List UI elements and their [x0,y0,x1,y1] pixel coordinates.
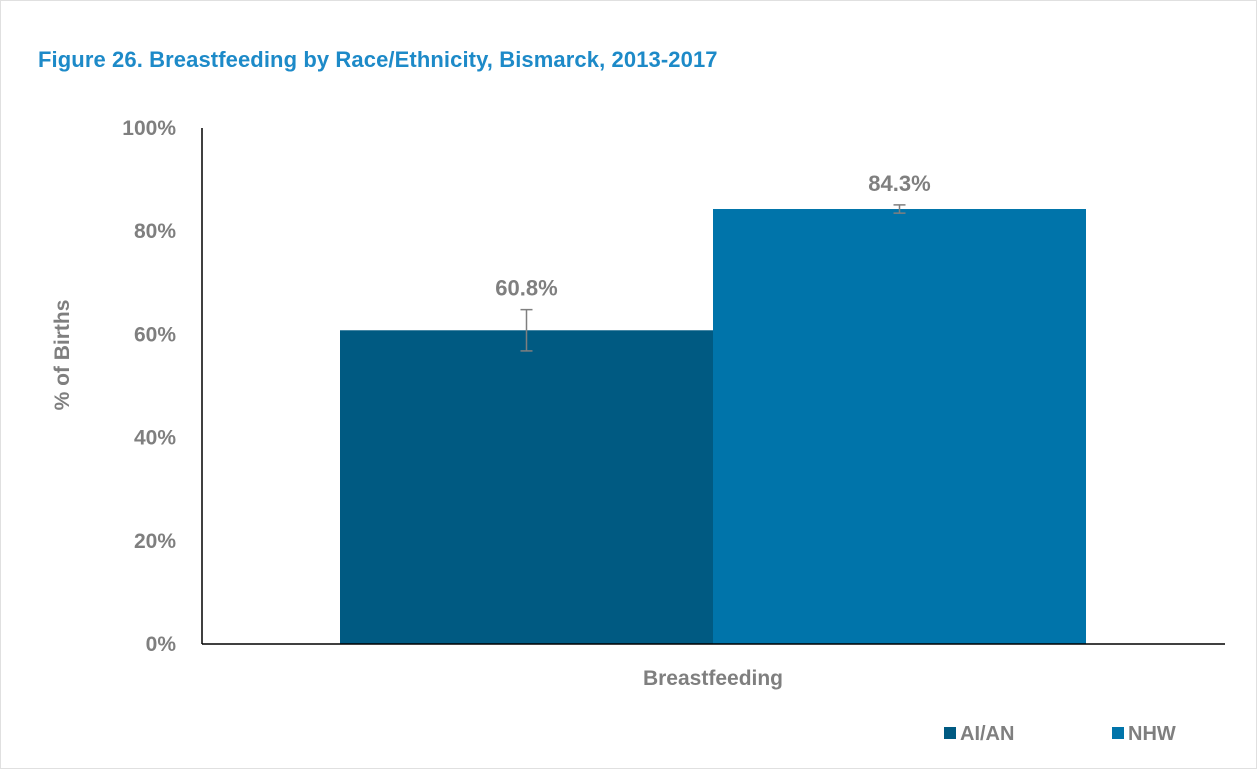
y-axis-ticks: 0% 20% 40% 60% 80% 100% [122,117,176,656]
legend-label: AI/AN [960,723,1014,745]
legend-swatch [944,727,956,739]
category-label: Breastfeeding [643,667,783,690]
legend-label: NHW [1128,723,1176,745]
chart-title: Figure 26. Breastfeeding by Race/Ethnici… [38,47,718,72]
y-tick-label: 0% [146,633,177,656]
y-tick-label: 60% [134,323,176,346]
y-tick-label: 80% [134,220,176,243]
y-tick-label: 100% [122,117,176,140]
bars [340,209,1086,644]
error-bar [520,308,533,352]
y-tick-label: 20% [134,530,176,553]
bar-nhw [713,209,1086,644]
data-label: 60.8% [495,276,557,301]
data-label: 84.3% [868,171,930,196]
error-bars [520,204,906,352]
error-bar [893,204,906,214]
legend-item: AI/AN [944,723,1014,745]
legend-item: NHW [1112,723,1176,745]
data-labels: 60.8% 84.3% [495,171,930,301]
category-labels: Breastfeeding [643,667,783,690]
legend-swatch [1112,727,1124,739]
bar-ai-an [340,330,713,644]
y-tick-label: 40% [134,427,176,450]
legend: AI/AN NHW [944,723,1176,745]
y-axis-label: % of Births [51,300,74,411]
